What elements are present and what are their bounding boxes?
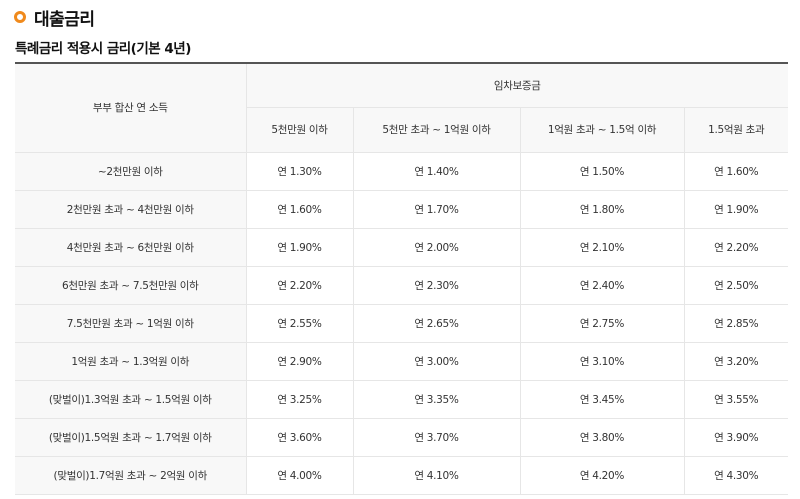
rate-cell: 연 2.90% bbox=[245, 341, 354, 381]
bullet-icon bbox=[14, 11, 26, 23]
table-row: 4천만원 초과 ~ 6천만원 이하 연 1.90% 연 2.00% 연 2.10… bbox=[15, 227, 788, 267]
rate-cell: 연 4.00% bbox=[245, 455, 354, 495]
rate-cell: 연 1.90% bbox=[683, 189, 788, 229]
income-cell: (맞벌이)1.3억원 초과 ~ 1.5억원 이하 bbox=[15, 379, 247, 419]
group-header-deposit: 임차보증금 bbox=[245, 62, 788, 108]
rate-cell: 연 3.45% bbox=[519, 379, 685, 419]
income-cell: 2천만원 초과 ~ 4천만원 이하 bbox=[15, 189, 247, 229]
rate-cell: 연 1.90% bbox=[245, 227, 354, 267]
column-header: 5천만 초과 ~ 1억원 이하 bbox=[352, 106, 521, 153]
rate-cell: 연 3.00% bbox=[352, 341, 521, 381]
rate-cell: 연 1.70% bbox=[352, 189, 521, 229]
rate-cell: 연 2.20% bbox=[245, 265, 354, 305]
income-cell: 4천만원 초과 ~ 6천만원 이하 bbox=[15, 227, 247, 267]
rate-cell: 연 3.55% bbox=[683, 379, 788, 419]
rate-cell: 연 2.65% bbox=[352, 303, 521, 343]
rate-cell: 연 2.55% bbox=[245, 303, 354, 343]
table-row: 2천만원 초과 ~ 4천만원 이하 연 1.60% 연 1.70% 연 1.80… bbox=[15, 189, 788, 229]
table-row: (맞벌이)1.5억원 초과 ~ 1.7억원 이하 연 3.60% 연 3.70%… bbox=[15, 417, 788, 457]
rate-cell: 연 2.30% bbox=[352, 265, 521, 305]
rate-cell: 연 3.20% bbox=[683, 341, 788, 381]
loan-rate-table: 부부 합산 연 소득 임차보증금 5천만원 이하 5천만 초과 ~ 1억원 이하… bbox=[15, 62, 788, 495]
rate-cell: 연 2.10% bbox=[519, 227, 685, 267]
column-header: 1억원 초과 ~ 1.5억 이하 bbox=[519, 106, 685, 153]
rate-cell: 연 1.50% bbox=[519, 151, 685, 191]
table-row: 6천만원 초과 ~ 7.5천만원 이하 연 2.20% 연 2.30% 연 2.… bbox=[15, 265, 788, 305]
table-row: (맞벌이)1.7억원 초과 ~ 2억원 이하 연 4.00% 연 4.10% 연… bbox=[15, 455, 788, 495]
rate-cell: 연 2.75% bbox=[519, 303, 685, 343]
rate-cell: 연 3.60% bbox=[245, 417, 354, 457]
table-subtitle: 특례금리 적용시 금리(기본 4년) bbox=[15, 41, 191, 57]
row-header-income: 부부 합산 연 소득 bbox=[15, 62, 247, 153]
income-cell: 1억원 초과 ~ 1.3억원 이하 bbox=[15, 341, 247, 381]
column-header: 5천만원 이하 bbox=[246, 106, 354, 153]
rate-cell: 연 3.90% bbox=[683, 417, 788, 457]
rate-cell: 연 3.10% bbox=[519, 341, 685, 381]
table-row: 7.5천만원 초과 ~ 1억원 이하 연 2.55% 연 2.65% 연 2.7… bbox=[15, 303, 788, 343]
rate-cell: 연 2.85% bbox=[683, 303, 788, 343]
rate-cell: 연 1.60% bbox=[683, 151, 788, 191]
table-row: ~2천만원 이하 연 1.30% 연 1.40% 연 1.50% 연 1.60% bbox=[15, 151, 788, 191]
rate-cell: 연 3.25% bbox=[245, 379, 354, 419]
rate-cell: 연 4.20% bbox=[519, 455, 685, 495]
rate-cell: 연 2.00% bbox=[352, 227, 521, 267]
rate-cell: 연 3.70% bbox=[352, 417, 521, 457]
section-title-text: 대출금리 bbox=[34, 9, 95, 30]
table-row: 1억원 초과 ~ 1.3억원 이하 연 2.90% 연 3.00% 연 3.10… bbox=[15, 341, 788, 381]
table-row: (맞벌이)1.3억원 초과 ~ 1.5억원 이하 연 3.25% 연 3.35%… bbox=[15, 379, 788, 419]
rate-cell: 연 1.60% bbox=[245, 189, 354, 229]
rate-cell: 연 2.20% bbox=[683, 227, 788, 267]
income-cell: (맞벌이)1.7억원 초과 ~ 2억원 이하 bbox=[15, 455, 247, 495]
rate-cell: 연 1.80% bbox=[519, 189, 685, 229]
rate-cell: 연 1.30% bbox=[245, 151, 354, 191]
rate-cell: 연 2.50% bbox=[683, 265, 788, 305]
rate-cell: 연 4.10% bbox=[352, 455, 521, 495]
rate-cell: 연 2.40% bbox=[519, 265, 685, 305]
column-header: 1.5억원 초과 bbox=[683, 106, 788, 153]
rate-cell: 연 1.40% bbox=[352, 151, 521, 191]
section-title: 대출금리 bbox=[14, 5, 95, 30]
income-cell: 6천만원 초과 ~ 7.5천만원 이하 bbox=[15, 265, 247, 305]
rate-cell: 연 3.80% bbox=[519, 417, 685, 457]
income-cell: 7.5천만원 초과 ~ 1억원 이하 bbox=[15, 303, 247, 343]
income-cell: ~2천만원 이하 bbox=[15, 151, 247, 191]
income-cell: (맞벌이)1.5억원 초과 ~ 1.7억원 이하 bbox=[15, 417, 247, 457]
rate-cell: 연 3.35% bbox=[352, 379, 521, 419]
rate-cell: 연 4.30% bbox=[683, 455, 788, 495]
